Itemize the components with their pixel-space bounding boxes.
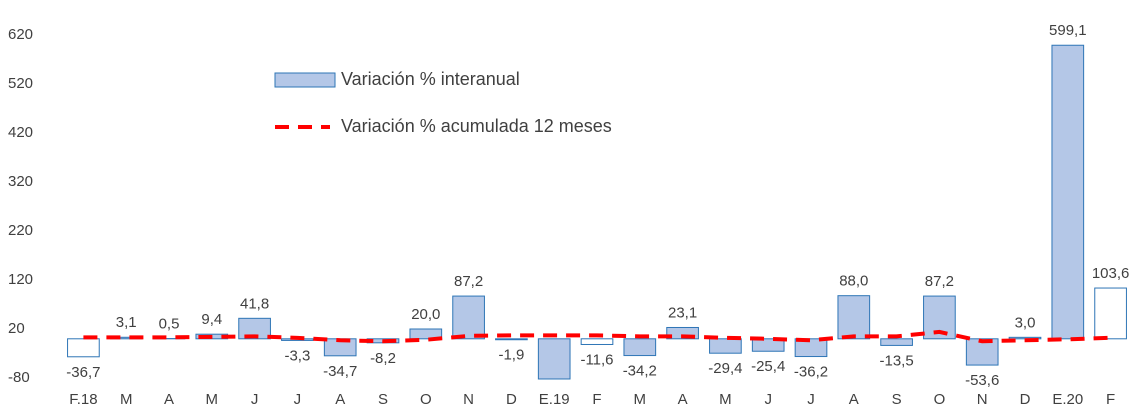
y-tick-label: 20 <box>8 320 25 337</box>
x-tick-label: A <box>335 391 345 408</box>
x-tick-label: J <box>251 391 259 408</box>
x-tick-label: E.20 <box>1052 391 1083 408</box>
bar <box>495 338 528 341</box>
bar <box>880 338 913 346</box>
data-label: -13,5 <box>879 352 913 369</box>
data-label: -25,4 <box>751 358 785 375</box>
bar <box>623 338 657 357</box>
bar <box>409 328 443 340</box>
y-tick-label: 320 <box>8 173 33 190</box>
x-tick-label: S <box>378 391 388 408</box>
data-label: 23,1 <box>668 304 697 321</box>
data-label: 599,1 <box>1049 22 1087 39</box>
data-label: -53,6 <box>965 372 999 389</box>
legend-label: Variación % acumulada 12 meses <box>341 116 612 136</box>
x-tick-label: F <box>592 391 601 408</box>
x-tick-label: S <box>892 391 902 408</box>
x-tick-label: A <box>164 391 174 408</box>
x-tick-label: N <box>463 391 474 408</box>
x-tick-label: O <box>934 391 946 408</box>
data-label: -34,2 <box>623 363 657 380</box>
data-label: 3,1 <box>116 314 137 331</box>
x-tick-label: A <box>849 391 859 408</box>
data-label: 20,0 <box>411 306 440 323</box>
data-label: -34,7 <box>323 363 357 380</box>
bar <box>751 338 785 352</box>
data-label: -36,2 <box>794 364 828 381</box>
data-label: -36,7 <box>66 364 100 381</box>
x-tick-label: M <box>120 391 133 408</box>
data-label: -11,6 <box>580 351 613 368</box>
bar <box>238 317 271 340</box>
y-tick-label: 520 <box>8 75 33 92</box>
data-label: -29,4 <box>708 360 742 377</box>
x-tick-label: D <box>1020 391 1031 408</box>
x-tick-label: J <box>807 391 815 408</box>
x-tick-label: M <box>206 391 219 408</box>
data-label: 0,5 <box>159 316 180 333</box>
bar <box>537 338 571 380</box>
data-label: 41,8 <box>240 295 269 312</box>
x-tick-label: J <box>764 391 772 408</box>
data-label: 87,2 <box>925 273 954 290</box>
x-tick-label: D <box>506 391 517 408</box>
line <box>83 329 1111 344</box>
bar <box>709 338 742 354</box>
x-tick-label: M <box>719 391 732 408</box>
y-tick-label: 120 <box>8 271 33 288</box>
x-tick-label: F.18 <box>69 391 97 408</box>
y-tick-label: -80 <box>8 369 30 386</box>
data-label: 9,4 <box>201 311 222 328</box>
x-tick-label: M <box>634 391 647 408</box>
y-tick-label: 420 <box>8 124 33 141</box>
data-label: 87,2 <box>454 273 483 290</box>
y-tick-label: 620 <box>8 26 33 43</box>
bar <box>580 338 614 345</box>
x-tick-label: F <box>1106 391 1115 408</box>
legend-swatch <box>274 72 336 88</box>
bar <box>1094 287 1127 340</box>
x-tick-label: N <box>977 391 988 408</box>
data-label: 88,0 <box>839 273 868 290</box>
x-tick-label: A <box>678 391 688 408</box>
bar <box>794 338 828 358</box>
data-label: -3,3 <box>284 347 310 364</box>
bar <box>1051 44 1085 340</box>
bar <box>452 295 485 340</box>
x-tick-label: J <box>294 391 302 408</box>
x-tick-label: O <box>420 391 432 408</box>
data-label: -1,9 <box>498 347 524 364</box>
x-tick-label: E.19 <box>539 391 570 408</box>
legend-label: Variación % interanual <box>341 69 520 89</box>
y-tick-label: 220 <box>8 222 33 239</box>
data-label: 3,0 <box>1015 314 1036 331</box>
bar <box>666 326 699 340</box>
data-label: -8,2 <box>370 350 396 367</box>
data-label: 103,6 <box>1092 265 1130 282</box>
bar <box>67 338 100 358</box>
bar <box>837 295 871 340</box>
